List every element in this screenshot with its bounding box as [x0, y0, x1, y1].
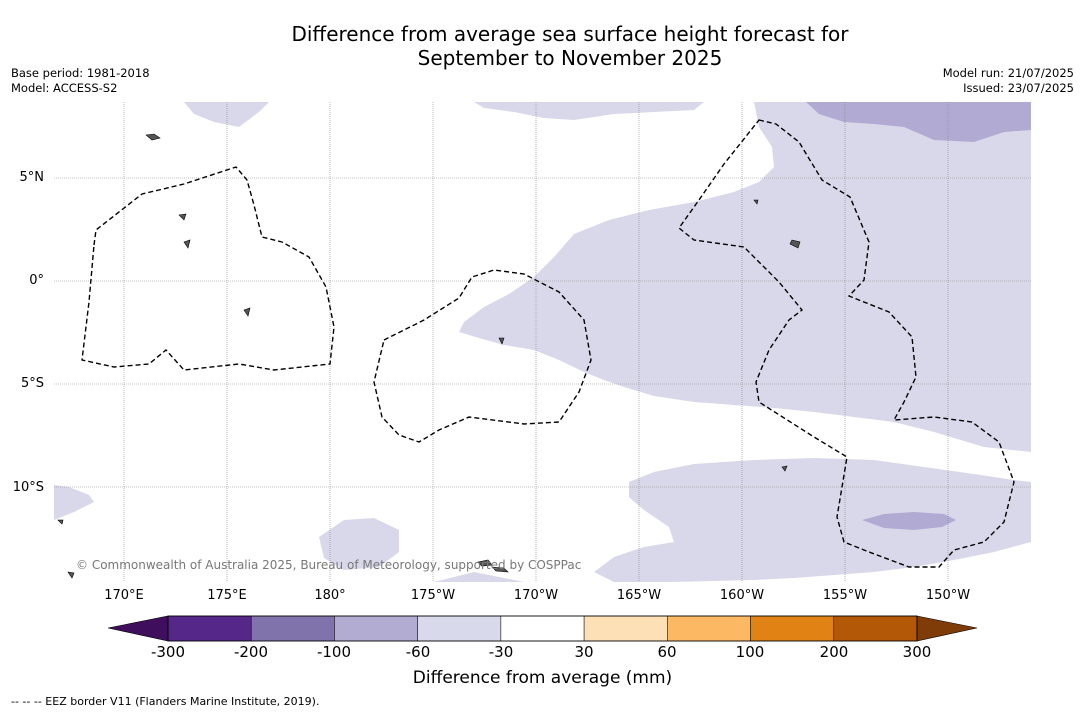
- anomaly-region-north-center: [474, 102, 704, 120]
- colorbar-title: Difference from average (mm): [412, 668, 673, 688]
- island-southwest-1: [57, 519, 64, 525]
- colorbar-segment-6: [583, 615, 668, 642]
- island-east-2: [753, 199, 759, 205]
- lon-label-160w: 160°W: [719, 588, 765, 603]
- map-area: [54, 102, 1031, 582]
- map-svg: [54, 102, 1031, 582]
- anomaly-region-south-center: [434, 572, 524, 582]
- base-period-text: Base period: 1981-2018: [11, 66, 150, 80]
- colorbar-tick-300: 300: [902, 643, 932, 661]
- eez-borders: [81, 119, 1015, 568]
- islands: [57, 133, 801, 579]
- colorbar-segment-8: [750, 615, 835, 642]
- colorbar-tick-100: 100: [735, 643, 765, 661]
- lon-label-165w: 165°W: [616, 588, 662, 603]
- island-east-1: [789, 239, 801, 249]
- island-central-1: [498, 337, 505, 345]
- colorbar-segment-1: [167, 615, 252, 642]
- chart-title: Difference from average sea surface heig…: [0, 22, 1085, 70]
- colorbar-tick-minus60: -60: [405, 643, 431, 661]
- colorbar-tick-60: 60: [657, 643, 677, 661]
- colorbar-segment-7: [667, 615, 751, 642]
- island-western-1: [145, 133, 161, 141]
- colorbar-segments: [167, 615, 918, 642]
- colorbar-over-arrow: [916, 615, 978, 642]
- gridlines: [54, 102, 1031, 582]
- lon-label-170w: 170°W: [513, 588, 559, 603]
- eez-footnote: -- -- -- EEZ border V11 (Flanders Marine…: [11, 695, 320, 708]
- anomaly-region-west: [54, 485, 94, 520]
- issued-text: Issued: 23/07/2025: [963, 80, 1074, 95]
- island-western-4: [243, 307, 251, 317]
- island-western-2: [178, 213, 187, 221]
- lon-label-180: 180°: [314, 588, 346, 603]
- lat-label-5s: 5°S: [20, 376, 44, 391]
- colorbar-tick-200: 200: [819, 643, 849, 661]
- colorbar-frame: [167, 615, 918, 642]
- colorbar-segment-3: [334, 615, 418, 642]
- anomaly-region-south-dark: [862, 512, 956, 530]
- colorbar-tick-minus30: -30: [488, 643, 514, 661]
- island-southwest-2: [67, 571, 75, 579]
- anomaly-region-east: [459, 102, 1031, 452]
- lon-label-155w: 155°W: [822, 588, 868, 603]
- colorbar-segment-5: [500, 615, 585, 642]
- lon-label-175w: 175°W: [410, 588, 456, 603]
- colorbar-tick-30: 30: [574, 643, 594, 661]
- lon-label-170e: 170°E: [104, 588, 144, 603]
- colorbar-segment-9: [833, 615, 918, 642]
- colorbar-tick-minus100: -100: [316, 643, 352, 661]
- anomaly-region-northeast-dark: [806, 102, 1031, 142]
- meta-right: Model run: 21/07/2025 Issued: 23/07/2025: [943, 66, 1074, 95]
- model-run-text: Model run: 21/07/2025: [942, 66, 1074, 80]
- eez-border-center: [373, 269, 592, 443]
- lat-label-10s: 10°S: [12, 480, 44, 495]
- colorbar-tick-minus300: -300: [150, 643, 186, 661]
- colorbar-tick-minus200: -200: [233, 643, 269, 661]
- anomaly-region-south: [594, 458, 1031, 582]
- model-text: Model: ACCESS-S2: [11, 80, 118, 95]
- anomaly-region-southwest: [319, 518, 399, 570]
- island-western-3: [183, 239, 191, 249]
- lat-label-0: 0°: [29, 273, 44, 288]
- colorbar: [107, 615, 978, 642]
- lat-label-5n: 5°N: [19, 170, 45, 185]
- lon-label-150w: 150°W: [925, 588, 971, 603]
- chart-title-line1: Difference from average sea surface heig…: [291, 22, 849, 46]
- colorbar-segment-2: [250, 615, 335, 642]
- island-samoa-1: [477, 559, 493, 567]
- colorbar-segment-4: [417, 615, 502, 642]
- anomaly-region-north-west: [184, 102, 269, 127]
- meta-left: Base period: 1981-2018 Model: ACCESS-S2: [11, 66, 150, 95]
- copyright-text: © Commonwealth of Australia 2025, Bureau…: [76, 558, 582, 572]
- eez-border-west: [81, 166, 335, 371]
- colorbar-under-arrow: [107, 615, 169, 642]
- eez-border-east: [678, 119, 1015, 568]
- lon-label-175e: 175°E: [207, 588, 247, 603]
- chart-title-line2: September to November 2025: [417, 46, 723, 70]
- island-south-1: [781, 465, 788, 472]
- island-samoa-2: [491, 566, 509, 573]
